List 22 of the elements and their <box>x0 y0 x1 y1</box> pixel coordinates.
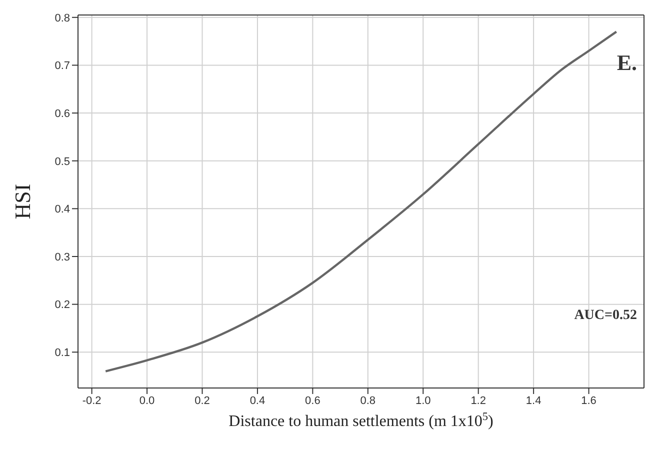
y-tick-label: 0.2 <box>54 299 70 312</box>
x-tick-label: 0.6 <box>305 394 320 407</box>
x-axis-title: Distance to human settlements (m 1x10$^{5}$) <box>228 411 494 430</box>
x-tick-label: 1.6 <box>581 394 596 407</box>
x-tick-label: 1.4 <box>526 394 542 407</box>
y-tick-label: 0.4 <box>54 204 70 216</box>
x-tick-label: 1.0 <box>415 394 431 407</box>
y-tick-label: 0.5 <box>54 156 70 168</box>
x-tick-label: 0.2 <box>194 394 210 407</box>
y-tick-label: 0.1 <box>54 347 70 360</box>
y-tick-label: 0.3 <box>54 251 70 264</box>
x-tick-label: 0.8 <box>360 394 376 407</box>
x-tick-label: 1.2 <box>470 394 486 407</box>
x-tick-label: 0.4 <box>250 394 266 407</box>
y-tick-label: 0.7 <box>54 60 70 72</box>
annotation: AUC=0.52 <box>574 308 637 324</box>
x-tick-label: 0.0 <box>139 394 155 407</box>
y-tick-label: 0.8 <box>54 12 70 24</box>
x-tick-label: -0.2 <box>82 394 102 407</box>
y-tick-label: 0.6 <box>54 108 70 120</box>
y-axis-title: HSI <box>10 184 35 220</box>
annotation: E. <box>616 50 637 76</box>
